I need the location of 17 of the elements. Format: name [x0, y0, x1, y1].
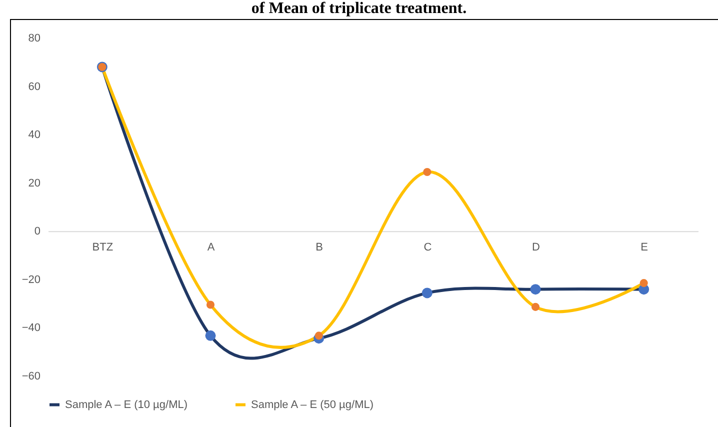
x-tick-label: C	[424, 242, 432, 254]
legend-label: Sample A – E (50 µg/ML)	[251, 398, 374, 411]
x-tick-label: D	[532, 242, 540, 254]
y-tick-label: 0	[34, 226, 40, 238]
y-tick-label: 40	[28, 129, 40, 142]
y-tick-label: 60	[28, 80, 40, 93]
y-tick-label: 20	[28, 177, 40, 190]
chart-title: of Mean of triplicate treatment.	[250, 0, 468, 18]
x-tick-label: B	[316, 242, 324, 254]
x-tick-label: A	[207, 242, 216, 254]
y-tick-label: 80	[28, 32, 40, 44]
y-tick-label: −20	[22, 274, 40, 286]
legend-label: Sample A – E (10 µg/ML)	[65, 398, 188, 411]
y-tick-label: −60	[22, 370, 40, 382]
x-tick-label: E	[640, 242, 648, 254]
x-tick-label: BTZ	[92, 242, 114, 254]
y-tick-label: −40	[22, 322, 40, 334]
